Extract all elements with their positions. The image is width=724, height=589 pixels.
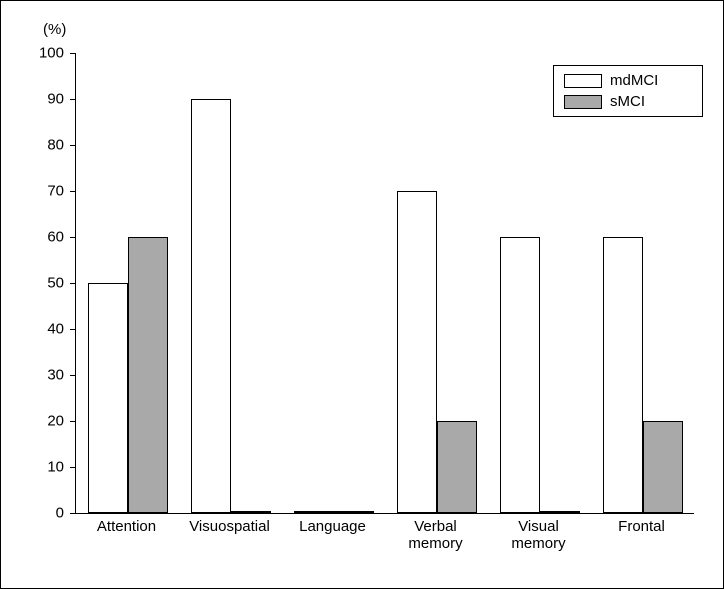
legend-item: mdMCI [564,72,692,89]
bar-sMCI [231,511,271,513]
x-tick-label: Verbal memory [384,519,487,552]
y-tick [70,145,75,146]
plot-area [75,53,694,514]
x-tick-label: Language [281,519,384,536]
y-tick [70,513,75,514]
legend-item: sMCI [564,93,692,110]
y-tick-label: 0 [1,505,64,522]
y-tick-label: 20 [1,413,64,430]
y-tick [70,421,75,422]
y-tick-label: 30 [1,367,64,384]
bar-sMCI [540,511,580,513]
bar-mdMCI [397,191,437,513]
y-tick-label: 100 [1,45,64,62]
y-tick [70,283,75,284]
y-tick [70,329,75,330]
x-tick-label: Frontal [590,519,693,536]
legend-label: mdMCI [610,72,658,89]
y-tick [70,237,75,238]
bar-chart: (%) mdMCI sMCI 0 10 20 30 40 50 60 70 80 90 100 Atte… [0,0,724,589]
bar-mdMCI [88,283,128,513]
x-tick-label: Visuospatial [178,519,281,536]
bar-sMCI [437,421,477,513]
legend-swatch [564,74,602,88]
legend: mdMCI sMCI [553,65,703,117]
bar-mdMCI [294,511,334,513]
y-tick-label: 60 [1,229,64,246]
y-tick [70,99,75,100]
bar-mdMCI [603,237,643,513]
x-tick-label: Visual memory [487,519,590,552]
y-tick-label: 80 [1,137,64,154]
y-tick-label: 40 [1,321,64,338]
x-tick-label: Attention [75,519,178,536]
bar-mdMCI [500,237,540,513]
y-tick [70,467,75,468]
legend-swatch [564,95,602,109]
y-axis-unit-label: (%) [43,21,66,38]
y-tick [70,53,75,54]
legend-label: sMCI [610,93,645,110]
y-tick-label: 10 [1,459,64,476]
y-tick [70,191,75,192]
bar-mdMCI [191,99,231,513]
y-tick [70,375,75,376]
bar-sMCI [334,511,374,513]
y-tick-label: 50 [1,275,64,292]
y-tick-label: 70 [1,183,64,200]
y-tick-label: 90 [1,91,64,108]
bar-sMCI [643,421,683,513]
bar-sMCI [128,237,168,513]
